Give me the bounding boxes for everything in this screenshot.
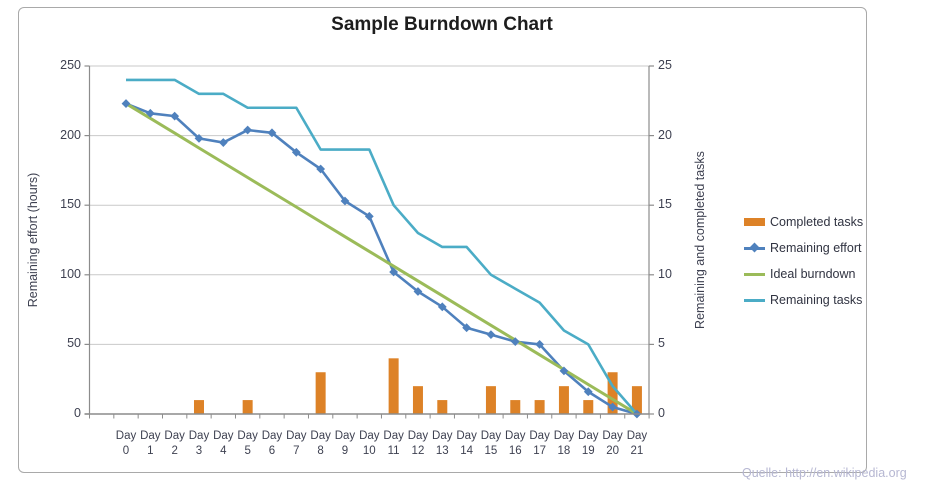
x-axis-day-label: Day 13	[432, 430, 453, 457]
x-axis-day-label: Day 2	[164, 430, 185, 457]
legend-item: Remaining tasks	[744, 292, 863, 308]
legend-line-swatch-icon	[744, 272, 765, 276]
x-axis-day-label: Day 11	[383, 430, 404, 457]
left-axis-tick-label: 150	[60, 197, 81, 212]
chart-title: Sample Burndown Chart	[331, 14, 553, 35]
legend-item-label: Ideal burndown	[770, 267, 856, 281]
right-axis-tick-label: 25	[658, 58, 672, 72]
completed-tasks-bar	[412, 386, 423, 414]
x-axis-day-label: Day 17	[529, 430, 550, 457]
effort-marker	[535, 340, 545, 349]
source-watermark: Quelle: http://en.wikipedia.org	[742, 466, 907, 480]
completed-tasks-bar	[534, 400, 545, 414]
legend-item: Completed tasks	[744, 214, 863, 230]
effort-marker	[121, 99, 131, 108]
effort-marker	[291, 147, 301, 157]
x-axis-day-label: Day 14	[456, 430, 477, 457]
x-axis-day-label: Day 18	[553, 430, 575, 457]
x-axis-day-label: Day 8	[310, 430, 331, 457]
completed-tasks-bar	[558, 386, 569, 414]
remaining-effort-line	[125, 102, 638, 416]
completed-tasks-bar	[193, 400, 204, 414]
x-axis-day-label: Day 19	[578, 430, 599, 457]
x-axis-day-label: Day 20	[602, 430, 623, 457]
effort-marker	[145, 108, 155, 118]
completed-tasks-bar	[607, 372, 618, 414]
legend-item-label: Remaining effort	[770, 241, 862, 255]
effort-marker	[243, 125, 253, 135]
legend-swatch-shape	[744, 218, 765, 226]
completed-tasks-bar	[510, 400, 521, 414]
right-axis-tick-label: 10	[658, 266, 672, 281]
chart-border	[18, 7, 867, 473]
x-axis-day-label: Day 1	[140, 430, 161, 457]
x-axis-day-label: Day 16	[505, 430, 526, 457]
x-axis-day-label: Day 9	[334, 430, 356, 457]
x-axis-day-label: Day 7	[286, 430, 307, 457]
left-axis-title: Remaining effort (hours)	[26, 172, 40, 308]
remaining-tasks-line	[126, 78, 638, 415]
effort-marker	[583, 387, 593, 397]
legend-swatch-shape	[744, 272, 765, 276]
legend-item: Remaining effort	[744, 240, 863, 256]
effort-marker	[510, 337, 520, 347]
left-axis-tick-label: 100	[60, 266, 81, 281]
legend-item-label: Remaining tasks	[770, 293, 863, 307]
effort-marker	[486, 330, 496, 340]
right-axis-tick-label: 5	[658, 336, 665, 351]
completed-tasks-bar	[437, 400, 448, 414]
legend: Completed tasks Remaining effort Ideal bur…	[744, 214, 863, 318]
effort-marker	[218, 138, 228, 147]
effort-marker	[437, 302, 447, 312]
effort-marker	[389, 267, 399, 277]
legend-item-label: Completed tasks	[770, 215, 864, 229]
x-axis-day-label: Day 21	[626, 430, 648, 457]
completed-tasks-bar	[583, 400, 594, 414]
effort-marker	[462, 323, 472, 333]
legend-item: Ideal burndown	[744, 266, 863, 282]
effort-marker	[608, 402, 617, 412]
x-axis-day-label: Day 4	[213, 430, 234, 457]
legend-bar-swatch-icon	[744, 218, 765, 226]
x-axis-day-label: Day 12	[407, 430, 429, 457]
diamond-marker-icon	[749, 242, 760, 252]
right-axis-tick-label: 15	[658, 197, 672, 212]
ideal-burndown-line	[125, 102, 638, 416]
legend-line-swatch-icon	[744, 298, 765, 302]
left-axis-tick-label: 250	[60, 58, 81, 72]
x-axis-day-label: Day 6	[261, 430, 283, 457]
effort-marker	[340, 196, 350, 206]
left-axis-tick-label: 0	[74, 406, 81, 420]
effort-marker	[170, 111, 180, 121]
x-axis-day-label: Day 0	[115, 430, 137, 457]
effort-marker	[413, 287, 423, 296]
right-axis-title: Remaining and completed tasks	[693, 151, 707, 329]
x-axis-day-label: Day 15	[480, 430, 502, 457]
completed-tasks-bar	[315, 372, 326, 414]
legend-swatch-shape	[744, 298, 765, 302]
right-axis-tick-label: 20	[658, 127, 672, 142]
completed-tasks-bar	[242, 400, 253, 414]
completed-tasks-bar	[388, 358, 399, 414]
x-axis-day-label: Day 10	[359, 430, 380, 457]
effort-marker	[194, 133, 204, 143]
left-axis-tick-label: 200	[60, 127, 81, 142]
left-axis-tick-label: 50	[67, 336, 81, 351]
effort-marker	[267, 128, 277, 138]
right-axis-tick-label: 0	[658, 406, 665, 420]
completed-tasks-bar	[631, 386, 642, 414]
completed-tasks-bar	[485, 386, 496, 414]
legend-line-swatch-icon	[744, 242, 765, 252]
effort-marker	[559, 366, 569, 376]
x-axis-day-label: Day 3	[188, 430, 210, 457]
effort-marker	[364, 211, 374, 221]
effort-marker	[316, 164, 326, 174]
x-axis-day-label: Day 5	[237, 430, 258, 457]
